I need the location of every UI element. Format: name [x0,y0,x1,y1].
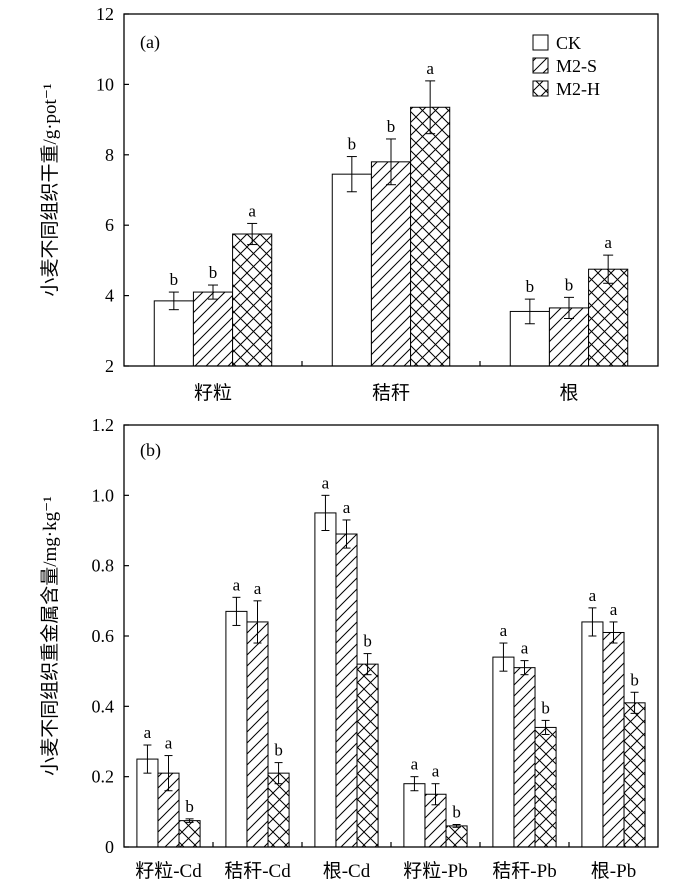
x-tick-label: 秸秆 [372,382,410,404]
bar-ck [153,300,194,367]
significance-letter: a [589,586,597,605]
y-tick-label: 6 [105,215,114,235]
bar-series-2 [335,533,358,848]
significance-letter: b [170,270,179,289]
significance-letter: a [233,575,241,594]
y-tick-label: 0.6 [92,626,115,646]
panel-label: (a) [140,32,160,53]
bar-series-1 [581,621,604,848]
y-tick-label: 0.2 [92,767,115,787]
legend: CK M2-S M2-H [532,33,600,99]
x-tick-label: 秸秆-Cd [224,860,291,882]
legend-swatch-m2-s [532,57,549,74]
bar-m2-h [410,106,451,367]
y-tick-label: 4 [105,286,114,306]
x-tick-label: 根-Pb [591,860,636,882]
significance-letter: a [322,473,330,492]
bar-series-2 [513,667,536,848]
y-tick-label: 2 [105,356,114,376]
legend-label-m2-h: M2-H [556,79,600,99]
significance-letter: b [348,135,357,154]
y-axis-title: 小麦不同组织重金属含量/mg·kg⁻¹ [39,496,61,776]
significance-letter: b [565,275,574,294]
panel-a-dry-weight-chart: b b b b b b a a a 2 4 6 8 10 12 籽粒 秸秆 根 (a) 小麦不同组织干重/g·pot⁻… [39,4,659,404]
significance-letter: a [248,201,256,220]
significance-letter: b [452,802,461,821]
y-tick-label: 0.8 [92,556,115,576]
x-tick-label: 根 [559,382,578,404]
significance-letter: a [343,498,351,517]
bar-series-1 [314,512,337,848]
bar-m2-h [232,233,273,367]
panel-label: (b) [140,440,161,461]
significance-letter: a [254,579,262,598]
x-tick-label: 籽粒-Cd [135,860,202,882]
significance-letter: a [432,762,440,781]
x-tick-label: 根-Cd [323,860,371,882]
y-axis-title: 小麦不同组织干重/g·pot⁻¹ [39,83,61,296]
legend-label-ck: CK [556,33,581,53]
significance-letter: a [165,734,173,753]
bar-m2-s [370,161,412,367]
significance-letter: b [274,741,283,760]
bar-ck [331,173,372,367]
significance-letter: a [604,233,612,252]
y-tick-label: 10 [96,74,114,94]
x-tick-label: 秸秆-Pb [492,860,556,882]
significance-letter: b [541,698,550,717]
legend-swatch-ck [532,34,549,51]
y-tick-label: 1.0 [92,485,115,505]
plot-frame [123,13,659,367]
y-tick-label: 0 [105,837,114,857]
bar-m2-s [192,291,234,367]
x-tick-label: 籽粒 [194,382,232,404]
panel-b-heavy-metal-chart: aaaaaaaaaaaabbbbbb00.20.40.60.81.01.2籽粒-… [39,415,659,882]
bar-series-2 [246,621,269,848]
significance-letter: a [426,59,434,78]
significance-letter: a [500,621,508,640]
bar-series-3 [178,820,201,848]
significance-letter: a [521,639,529,658]
significance-letter: a [610,600,618,619]
y-tick-label: 8 [105,145,114,165]
bar-series-3 [623,702,646,848]
bar-series-1 [225,610,248,848]
significance-letter: a [411,755,419,774]
bar-series-1 [492,656,515,848]
significance-letter: b [526,277,535,296]
bar-series-2 [602,631,625,848]
x-tick-label: 籽粒-Pb [403,860,467,882]
bar-series-1 [403,783,426,848]
significance-letter: b [209,263,218,282]
y-tick-label: 1.2 [92,415,115,435]
significance-letter: b [363,632,372,651]
plot-frame [123,424,659,848]
legend-swatch-m2-h [532,80,549,97]
significance-letter: b [185,797,194,816]
legend-label-m2-s: M2-S [556,56,597,76]
significance-letter: a [144,723,152,742]
y-tick-label: 12 [96,4,114,24]
bar-series-3 [356,663,379,848]
bar-series-3 [445,825,468,848]
significance-letter: b [630,670,639,689]
y-tick-label: 0.4 [92,696,115,716]
bar-series-3 [267,772,290,848]
significance-letter: b [387,117,396,136]
bar-series-3 [534,726,557,848]
